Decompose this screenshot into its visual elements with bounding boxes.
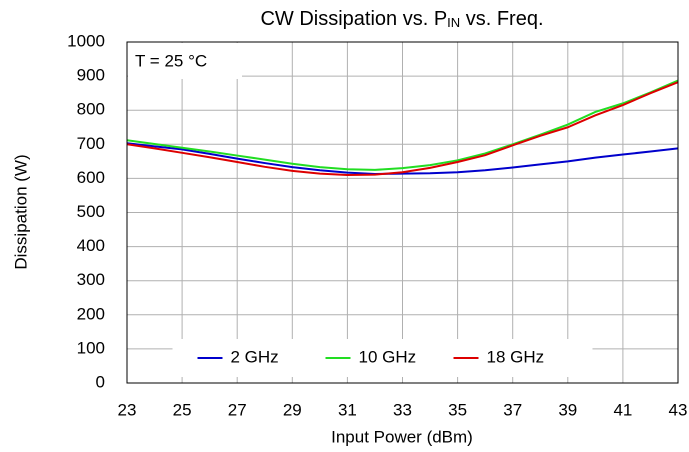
x-tick-label: 37 [503,400,522,419]
y-tick-label: 100 [77,338,105,357]
x-tick-label: 41 [613,400,632,419]
x-tick-label: 31 [338,400,357,419]
y-tick-label: 200 [77,304,105,323]
x-tick-label: 35 [448,400,467,419]
x-tick-label: 23 [118,400,137,419]
legend-label: 18 GHz [487,347,545,366]
plot-border [126,41,679,384]
annotation: T = 25 °C [135,51,207,70]
x-tick-label: 25 [173,400,192,419]
y-tick-label: 0 [96,372,105,391]
y-axis-label: Dissipation (W) [11,154,30,269]
title-part: CW Dissipation vs. P [260,8,447,30]
y-tick-label: 800 [77,100,105,119]
series-line [126,81,679,176]
series-line [126,142,679,175]
y-tick-label: 300 [77,270,105,289]
annotation-box [128,43,242,79]
x-tick-label: 39 [558,400,577,419]
y-tick-label: 500 [77,202,105,221]
y-tick-label: 700 [77,134,105,153]
x-axis-label: Input Power (dBm) [331,427,473,446]
series-line [126,79,679,171]
x-tick-label: 27 [228,400,247,419]
legend-box [172,339,593,377]
x-tick-label: 43 [669,400,688,419]
x-tick-label: 33 [393,400,412,419]
title-subscript: IN [447,15,460,30]
title-part: vs. Freq. [460,8,543,30]
legend-label: 10 GHz [359,347,417,366]
legend-label: 2 GHz [231,347,279,366]
y-tick-label: 1000 [67,31,105,50]
chart-title: CW Dissipation vs. PIN vs. Freq. [260,8,543,30]
y-tick-label: 900 [77,66,105,85]
y-tick-label: 600 [77,168,105,187]
y-tick-label: 400 [77,236,105,255]
x-tick-label: 29 [283,400,302,419]
